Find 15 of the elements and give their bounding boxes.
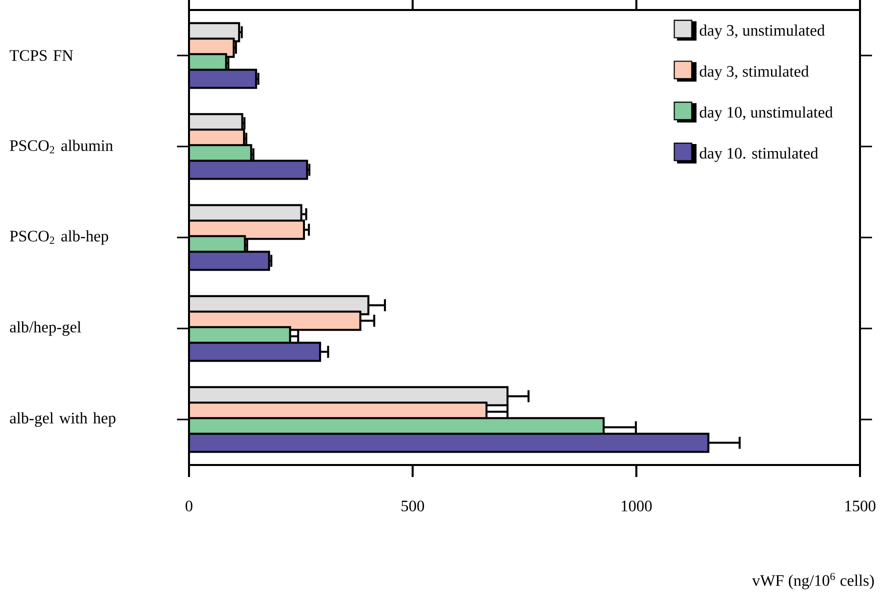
x-tick-label: 500 [402,500,424,512]
x-tick-label: 0 [186,500,192,512]
y-tick-label: PSCO$_{2}$ alb-hep [10,230,108,245]
x-tick-label: 1000 [622,500,652,512]
legend-label: day 10. stimulated [700,147,818,162]
legend-label: day 10, unstimulated [700,106,833,122]
legend-label: day 3, unstimulated [700,24,825,40]
x-axis-title: vWF (ng/10$^{6}$ cells) [752,572,874,590]
bar [189,432,710,453]
y-tick-label: PSCO$_{2}$ albumin [10,140,113,154]
y-tick-label: alb-gel with hep [10,412,116,427]
y-tick-label: TCPS FN [10,50,74,61]
y-tick-label: alb/hep-gel [10,321,82,336]
legend-label: day 3, stimulated [700,66,809,80]
x-tick-label: 1500 [845,500,876,512]
